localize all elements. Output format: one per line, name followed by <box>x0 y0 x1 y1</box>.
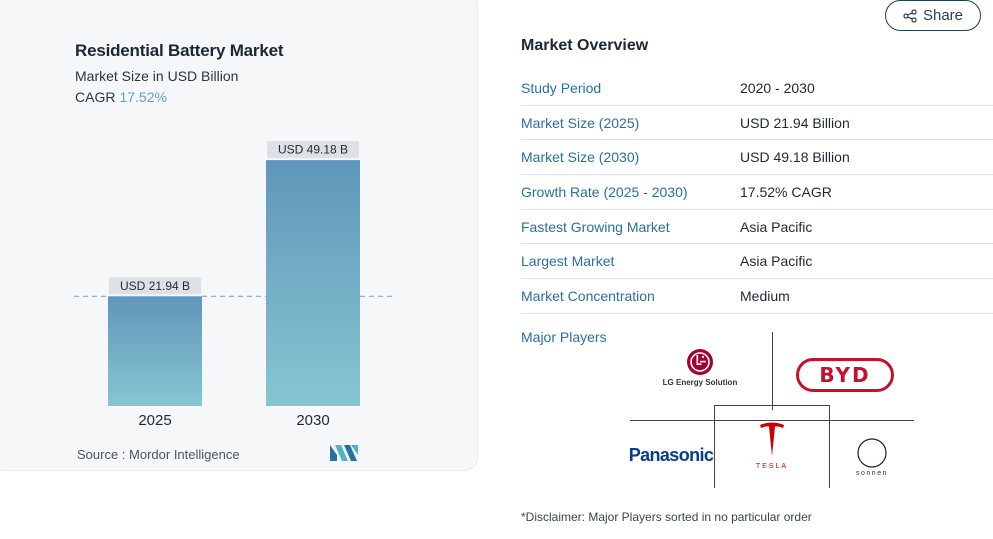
overview-key[interactable]: Market Size (2025) <box>521 114 640 131</box>
share-button[interactable]: Share <box>885 0 981 31</box>
market-overview-table: Study Period 2020 - 2030 Market Size (20… <box>521 71 993 314</box>
overview-key[interactable]: Largest Market <box>521 253 615 270</box>
overview-value: Medium <box>740 287 790 304</box>
overview-key[interactable]: Fastest Growing Market <box>521 218 670 235</box>
data-label: USD 49.18 B <box>278 143 348 157</box>
sonnen-logo[interactable]: sonnen <box>844 432 900 482</box>
major-players-label[interactable]: Major Players <box>521 329 607 345</box>
overview-row: Market Concentration Medium <box>521 279 993 314</box>
grid-divider <box>714 405 830 406</box>
byd-emblem: BYD <box>796 358 894 392</box>
grid-divider <box>714 405 715 488</box>
overview-row: Fastest Growing Market Asia Pacific <box>521 210 993 245</box>
cagr-value: 17.52% <box>119 89 167 105</box>
overview-row: Study Period 2020 - 2030 <box>521 71 993 106</box>
panasonic-logo[interactable]: Panasonic <box>628 437 714 473</box>
overview-key[interactable]: Market Concentration <box>521 287 655 304</box>
grid-divider <box>829 405 830 488</box>
disclaimer: *Disclaimer: Major Players sorted in no … <box>521 510 812 524</box>
grid-divider <box>772 332 773 410</box>
tesla-text: TESLA <box>755 462 789 470</box>
tesla-logo[interactable]: TESLA <box>730 412 814 478</box>
share-label: Share <box>922 7 964 24</box>
data-label-bg <box>109 277 201 295</box>
sonnen-circle-icon <box>857 437 887 468</box>
tesla-t-icon <box>760 422 784 456</box>
lg-logo[interactable]: LG Energy Solution <box>640 342 760 392</box>
overview-row: Market Size (2030) USD 49.18 Billion <box>521 140 993 176</box>
byd-text: BYD <box>819 363 871 387</box>
chart-card <box>0 0 478 471</box>
overview-row: Market Size (2025) USD 21.94 Billion <box>521 106 993 141</box>
byd-logo[interactable]: BYD <box>790 350 900 400</box>
data-label: USD 21.94 B <box>120 279 190 293</box>
overview-key[interactable]: Growth Rate (2025 - 2030) <box>521 183 688 200</box>
sonnen-text: sonnen <box>856 469 888 477</box>
grid-divider <box>630 420 914 421</box>
share-icon <box>903 8 917 23</box>
overview-value: 17.52% CAGR <box>740 183 832 200</box>
market-overview-title: Market Overview <box>521 37 649 54</box>
mordor-logo-icon <box>330 445 358 461</box>
data-label-bg <box>267 141 359 159</box>
overview-key[interactable]: Market Size (2030) <box>521 149 640 166</box>
x-tick-label: 2025 <box>138 412 171 429</box>
panasonic-text: Panasonic <box>628 444 714 465</box>
bar-chart: USD 21.94 B 2025 USD 49.18 B 2030 <box>74 141 396 429</box>
major-players-grid: LG Energy Solution BYD Panasonic TESLA s… <box>628 332 914 488</box>
overview-row: Largest Market Asia Pacific <box>521 244 993 280</box>
chart-source: Source : Mordor Intelligence <box>77 447 240 462</box>
chart-title: Residential Battery Market <box>75 41 284 60</box>
lg-face-icon <box>687 348 713 375</box>
overview-value: USD 21.94 Billion <box>740 114 850 131</box>
bar-2025 <box>108 296 202 406</box>
overview-row: Growth Rate (2025 - 2030) 17.52% CAGR <box>521 175 993 210</box>
x-tick-label: 2030 <box>296 412 329 429</box>
overview-value: Asia Pacific <box>740 218 813 235</box>
overview-value: 2020 - 2030 <box>740 79 815 96</box>
cagr-label: CAGR <box>75 89 116 105</box>
overview-value: Asia Pacific <box>740 253 813 270</box>
overview-key[interactable]: Study Period <box>521 79 602 96</box>
chart-subtitle: Market Size in USD Billion <box>75 68 239 84</box>
chart-cagr: CAGR 17.52% <box>75 89 167 105</box>
bar-2030 <box>266 160 360 406</box>
overview-value: USD 49.18 Billion <box>740 149 850 166</box>
lg-text: LG Energy Solution <box>662 377 738 387</box>
